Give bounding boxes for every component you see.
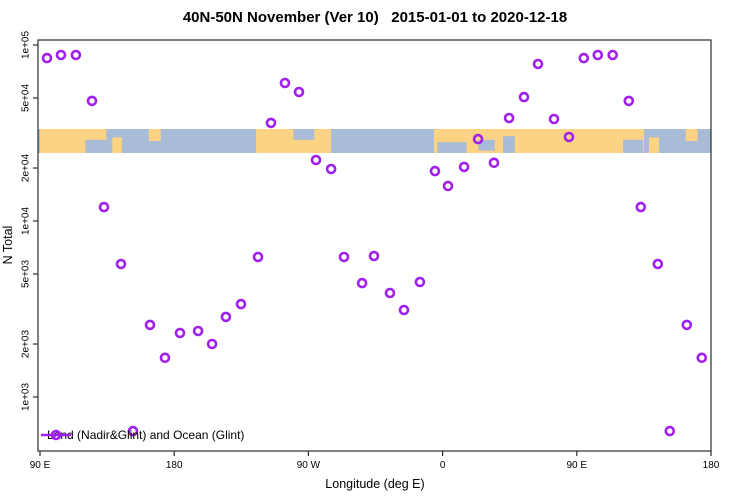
data-point	[398, 304, 410, 316]
map-band-land	[433, 129, 645, 153]
data-point	[55, 49, 67, 61]
y-tick-label: 5e+03	[21, 260, 32, 289]
x-tick-label: 180	[166, 460, 183, 471]
map-band-sea	[437, 142, 467, 153]
data-point	[488, 157, 500, 169]
x-tick-label: 90 E	[567, 460, 588, 471]
data-point	[220, 311, 232, 323]
data-point	[86, 95, 98, 107]
data-point	[41, 52, 53, 64]
data-point	[192, 325, 204, 337]
legend-label: Land (Nadir&Glint) and Ocean (Glint)	[47, 428, 245, 442]
data-point	[159, 352, 171, 364]
legend: Land (Nadir&Glint) and Ocean (Glint)	[40, 427, 244, 443]
x-tick-label: 0	[440, 460, 446, 471]
data-point	[472, 133, 484, 145]
data-point	[592, 49, 604, 61]
map-band-sea	[502, 136, 515, 153]
data-point	[206, 338, 218, 350]
data-point	[623, 95, 635, 107]
y-tick-label: 1e+05	[21, 31, 32, 60]
data-point	[681, 319, 693, 331]
x-axis-title: Longitude (deg E)	[325, 477, 425, 491]
data-point	[458, 161, 470, 173]
data-point	[252, 251, 264, 263]
map-band-land	[112, 137, 123, 153]
data-point	[115, 258, 127, 270]
plot-box	[37, 39, 712, 452]
data-point	[563, 131, 575, 143]
y-tick-label: 1e+03	[21, 383, 32, 412]
data-point	[518, 91, 530, 103]
chart-title: 40N-50N November (Ver 10) 2015-01-01 to …	[182, 9, 568, 26]
data-point	[607, 49, 619, 61]
data-point	[635, 201, 647, 213]
map-band-land	[148, 129, 161, 141]
data-point	[144, 319, 156, 331]
data-point	[174, 327, 186, 339]
data-point	[548, 113, 560, 125]
map-band-land	[648, 137, 660, 153]
legend-marker-icon	[41, 429, 71, 441]
y-tick-label: 5e+04	[21, 84, 32, 113]
data-point	[265, 117, 277, 129]
data-point	[127, 425, 139, 437]
y-axis-title: N Total	[1, 225, 15, 265]
map-band-sea	[85, 139, 107, 153]
y-tick-label: 1e+04	[21, 207, 32, 236]
y-tick-label: 2e+04	[21, 154, 32, 183]
data-point	[503, 112, 515, 124]
data-point	[664, 425, 676, 437]
data-point	[368, 250, 380, 262]
data-point	[98, 201, 110, 213]
data-point	[429, 165, 441, 177]
data-point	[338, 251, 350, 263]
map-band-sea	[623, 139, 644, 153]
data-point	[356, 277, 368, 289]
data-point	[293, 86, 305, 98]
data-point	[578, 52, 590, 64]
data-point	[652, 258, 664, 270]
map-band-sea	[293, 129, 315, 140]
data-point	[414, 276, 426, 288]
map-band-land	[685, 129, 698, 141]
data-point	[235, 298, 247, 310]
x-tick-label: 90 W	[297, 460, 321, 471]
data-point	[696, 352, 708, 364]
data-point	[279, 77, 291, 89]
y-tick-label: 2e+03	[21, 330, 32, 359]
data-point	[325, 163, 337, 175]
data-point	[442, 180, 454, 192]
map-band-sea	[478, 139, 495, 151]
data-point	[384, 287, 396, 299]
data-point	[310, 154, 322, 166]
x-tick-label: 180	[703, 460, 720, 471]
data-point	[70, 49, 82, 61]
data-point	[532, 58, 544, 70]
x-tick-label: 90 E	[30, 460, 51, 471]
